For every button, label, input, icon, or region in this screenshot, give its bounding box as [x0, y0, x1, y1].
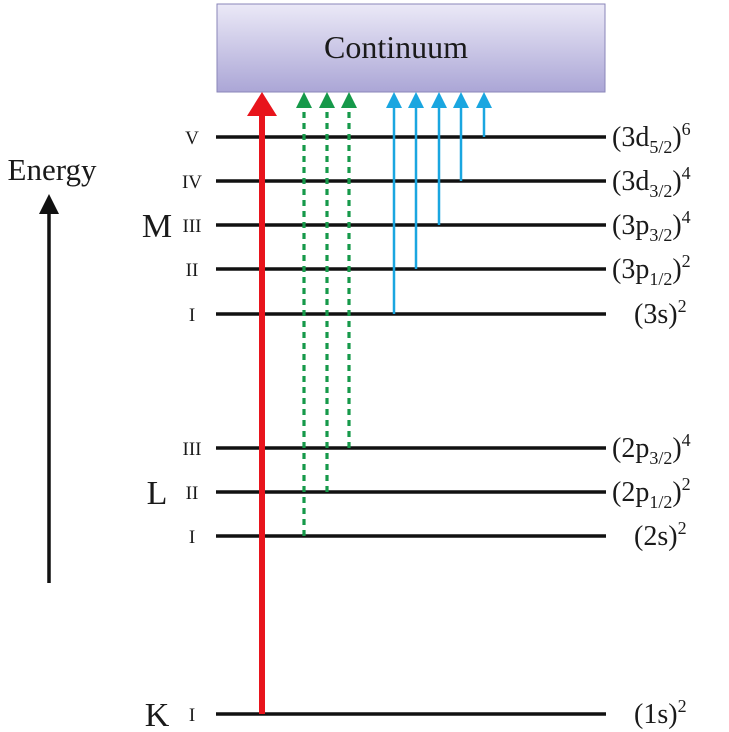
energy-arrow-head: [39, 194, 59, 214]
transition-arrow: [453, 92, 469, 181]
transition-arrow: [431, 92, 447, 225]
energy-level: IV (3d3/2)4: [182, 163, 691, 201]
orbital-occupancy-label: (2s)2: [634, 518, 687, 552]
subshell-roman-label: II: [186, 260, 199, 281]
subshell-roman-label: I: [189, 305, 195, 326]
transition-arrowhead: [296, 92, 312, 108]
orbital-occupancy-label: (2p3/2)4: [612, 430, 691, 468]
energy-level: III (2p3/2)4: [183, 430, 691, 468]
orbital-occupancy-label: (3p1/2)2: [612, 251, 691, 289]
transition-arrowhead: [319, 92, 335, 108]
orbital-occupancy-label: (3p3/2)4: [612, 207, 691, 245]
shell-label-l: L: [147, 475, 168, 512]
orbital-occupancy-label: (2p1/2)2: [612, 474, 691, 512]
orbital-occupancy-label: (1s)2: [634, 696, 687, 730]
transition-arrow: [247, 92, 277, 714]
energy-level: I (2s)2: [189, 518, 687, 552]
subshell-roman-label: III: [183, 439, 202, 460]
transition-arrowhead: [386, 92, 402, 108]
transition-arrow: [296, 92, 312, 536]
orbital-occupancy-label: (3d5/2)6: [612, 119, 691, 157]
energy-level: II (2p1/2)2: [186, 474, 691, 512]
continuum-box: Continuum: [216, 3, 606, 93]
subshell-roman-label: V: [185, 128, 199, 149]
subshell-roman-label: II: [186, 483, 199, 504]
energy-level: I (1s)2: [189, 696, 687, 730]
continuum-label: Continuum: [324, 29, 468, 65]
transition-arrowhead: [431, 92, 447, 108]
energy-level: V (3d5/2)6: [185, 119, 691, 157]
transition-arrowhead: [408, 92, 424, 108]
transition-arrow: [386, 92, 402, 314]
subshell-roman-label: I: [189, 705, 195, 726]
shell-label-k: K: [145, 697, 170, 732]
energy-level: I (3s)2: [189, 296, 687, 330]
transition-arrowhead: [247, 92, 277, 116]
transition-arrow: [341, 92, 357, 448]
subshell-roman-label: IV: [182, 172, 202, 193]
transition-arrowhead: [476, 92, 492, 108]
energy-level: III (3p3/2)4: [183, 207, 691, 245]
transition-arrowhead: [453, 92, 469, 108]
shell-label-m: M: [142, 208, 172, 245]
ionization-transitions: [247, 92, 492, 714]
subshell-roman-label: III: [183, 216, 202, 237]
shell-labels: M L K: [142, 208, 172, 732]
orbital-occupancy-label: (3s)2: [634, 296, 687, 330]
transition-arrow: [408, 92, 424, 269]
energy-label: Energy: [8, 152, 97, 187]
energy-level: II (3p1/2)2: [186, 251, 691, 289]
orbital-occupancy-label: (3d3/2)4: [612, 163, 691, 201]
subshell-roman-label: I: [189, 527, 195, 548]
energy-axis: Energy: [8, 152, 97, 583]
transition-arrow: [476, 92, 492, 137]
transition-arrowhead: [341, 92, 357, 108]
transition-arrow: [319, 92, 335, 492]
